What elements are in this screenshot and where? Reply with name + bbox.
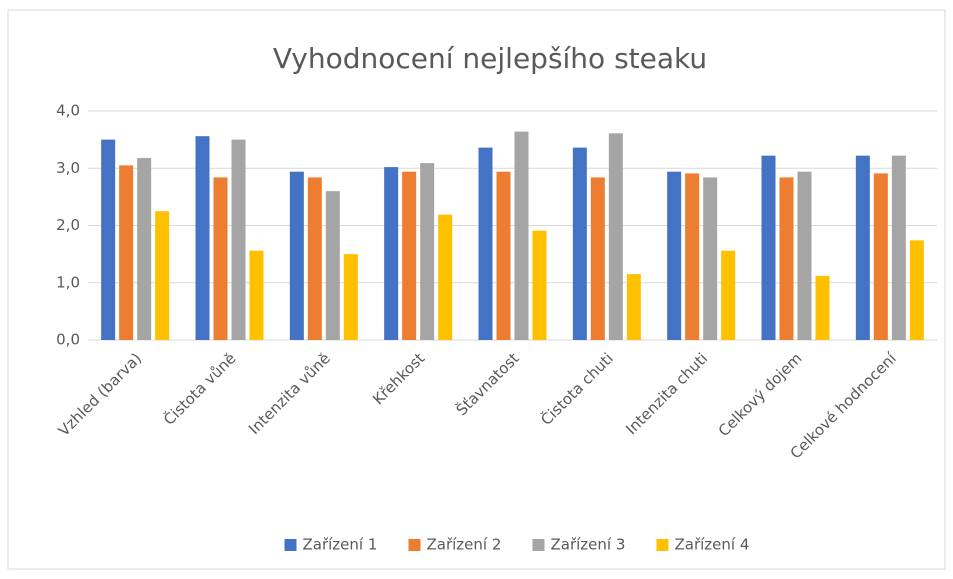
bar — [325, 191, 340, 340]
legend-swatch — [408, 539, 421, 551]
legend-swatch — [656, 539, 669, 551]
bar — [891, 155, 906, 340]
bar — [307, 177, 322, 340]
bar — [855, 155, 870, 340]
y-tick-label: 3,0 — [56, 159, 80, 177]
chart-title: Vyhodnocení nejlepšího steaku — [273, 42, 707, 75]
legend-label: Zařízení 3 — [551, 536, 626, 554]
bar — [685, 173, 700, 340]
bar — [195, 136, 210, 340]
y-tick-label: 2,0 — [56, 216, 80, 234]
bar — [155, 211, 170, 340]
bar — [478, 147, 493, 340]
bar — [384, 167, 399, 340]
bar — [761, 155, 776, 340]
bar — [289, 171, 304, 340]
bar — [667, 171, 682, 340]
y-tick-label: 4,0 — [56, 102, 80, 120]
bar — [572, 147, 587, 340]
bar — [703, 177, 718, 340]
bar — [119, 165, 134, 340]
bar — [137, 157, 152, 340]
legend-swatch — [284, 539, 297, 551]
bar — [343, 254, 358, 340]
y-tick-label: 1,0 — [56, 273, 80, 291]
bar — [496, 171, 511, 340]
bar — [420, 163, 435, 340]
bar — [797, 171, 812, 340]
y-tick-label: 0,0 — [56, 331, 80, 349]
bar — [438, 214, 453, 340]
legend-label: Zařízení 2 — [427, 536, 502, 554]
bar — [626, 274, 641, 340]
bar — [721, 250, 736, 340]
bar — [779, 177, 794, 340]
bar — [532, 230, 547, 340]
bar — [213, 177, 228, 340]
legend-label: Zařízení 1 — [303, 536, 378, 554]
legend-label: Zařízení 4 — [675, 536, 750, 554]
bar — [231, 139, 246, 340]
bar — [873, 173, 888, 340]
bar — [909, 240, 924, 340]
bar — [815, 275, 830, 340]
legend-swatch — [532, 539, 545, 551]
bar — [249, 250, 264, 340]
bar — [590, 177, 605, 340]
bar — [608, 133, 623, 340]
bar — [514, 131, 529, 340]
bar — [101, 139, 116, 340]
bar — [402, 171, 417, 340]
